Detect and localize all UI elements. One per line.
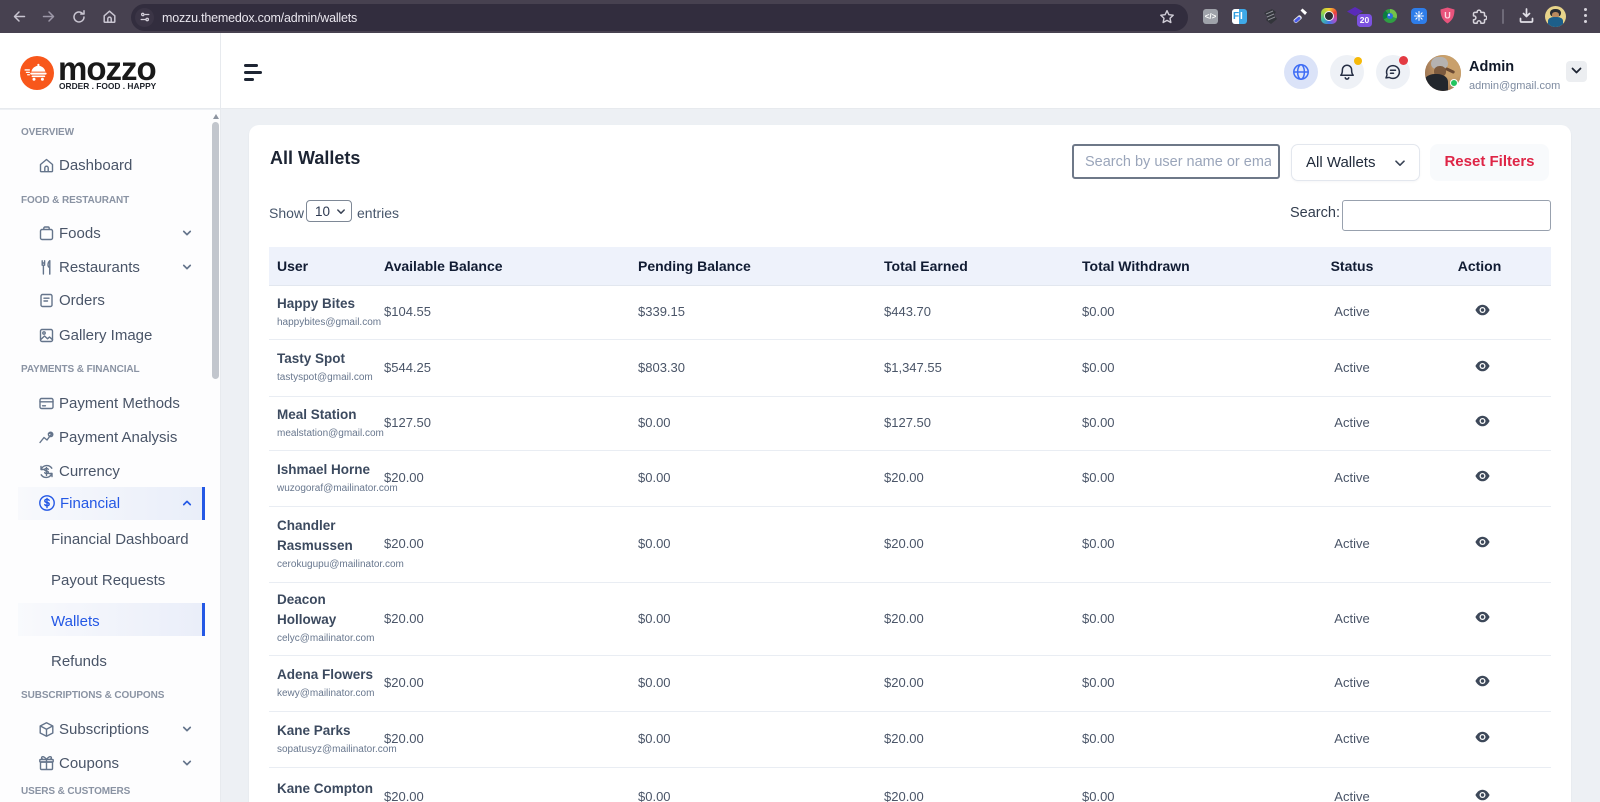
svg-text:U: U [1444, 11, 1451, 21]
